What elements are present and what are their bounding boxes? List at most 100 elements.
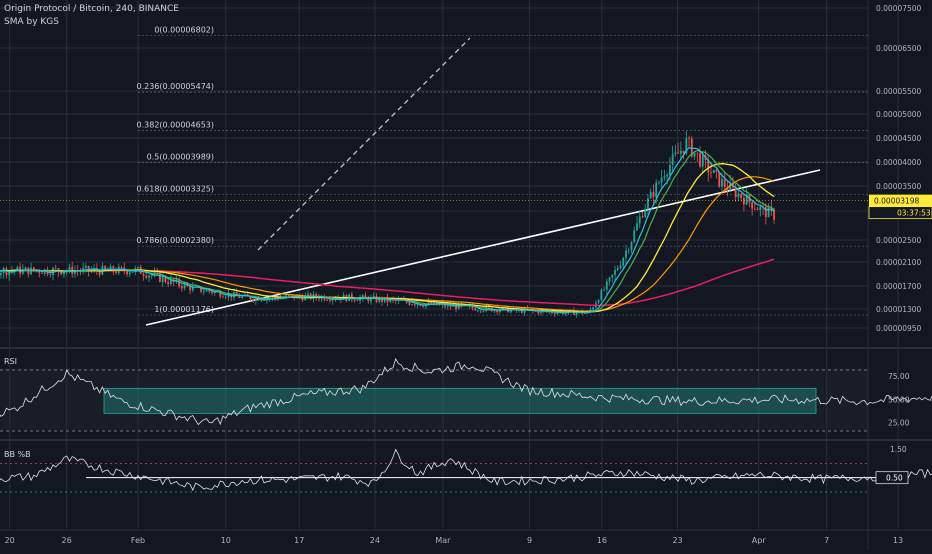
candle-body-250 (608, 277, 611, 282)
price-axis-label-11: 0.00001300 (876, 305, 922, 314)
rsi-pane-title: RSI (4, 357, 17, 366)
candle-body-231 (556, 312, 559, 314)
candle-body-201 (474, 308, 477, 311)
candle-body-87 (161, 276, 164, 282)
time-axis-label-6: Mar (435, 536, 451, 545)
candle-body-256 (625, 250, 627, 258)
candle-body-78 (137, 266, 139, 269)
candle-body-115 (238, 295, 241, 298)
bb-mid-tag-bg (875, 471, 909, 485)
candle-body-266 (652, 191, 655, 198)
candle-body-299 (743, 197, 745, 205)
candle-body-287 (710, 172, 712, 174)
candle-body-98 (191, 286, 194, 291)
symbol-title[interactable]: Origin Protocol / Bitcoin, 240, BINANCE (4, 4, 179, 14)
candle-body-276 (679, 150, 682, 154)
candle-body-113 (233, 292, 235, 298)
candle-body-140 (307, 293, 309, 296)
rsi-axis-label-1: 50.00 (888, 395, 910, 404)
candle-body-254 (619, 265, 622, 269)
candle-body-134 (290, 295, 293, 297)
candle-body-257 (627, 250, 630, 251)
candle-body-68 (109, 266, 112, 271)
candle-body-309 (770, 207, 773, 210)
candle-body-307 (764, 207, 767, 218)
time-axis-label-1: 26 (62, 536, 72, 545)
candle-body-310 (773, 209, 775, 220)
candle-body-161 (364, 295, 367, 298)
candle-body-282 (696, 152, 699, 154)
countdown-tag: 03:37:53 (897, 209, 931, 218)
bb-axis-label-1: 0.50 (886, 474, 903, 483)
rsi-axis-label-2: 25.00 (888, 419, 910, 428)
candle-body-260 (636, 223, 638, 231)
sma-long-line (94, 258, 775, 307)
candle-body-76 (131, 271, 134, 273)
candle-body-298 (740, 193, 743, 198)
candle-body-60 (87, 266, 90, 271)
candle-body-182 (422, 305, 425, 307)
candle-body-251 (611, 274, 614, 278)
candle-body-164 (372, 296, 375, 298)
candle-body-110 (224, 297, 227, 298)
candle-body-206 (488, 306, 490, 308)
candle-body-43 (41, 272, 43, 274)
candle-body-160 (361, 295, 364, 298)
candle-body-69 (112, 266, 115, 272)
sma-mid-line (0, 149, 775, 314)
price-axis-label-2: 0.00005500 (876, 87, 922, 96)
candle-body-178 (411, 304, 414, 306)
candle-body-208 (493, 309, 496, 312)
rsi-axis-label-0: 75.00 (888, 372, 910, 381)
candle-body-238 (575, 312, 578, 315)
indicator-title[interactable]: SMA by KGS (4, 17, 59, 27)
candle-body-246 (597, 300, 600, 303)
price-axis-label-5: 0.00004000 (876, 158, 922, 167)
candle-body-59 (85, 266, 87, 268)
candle-body-223 (534, 310, 537, 312)
fib-label-4: 0.618(0.00003325) (137, 184, 215, 193)
candle-body-147 (326, 299, 329, 301)
candle-body-108 (219, 291, 222, 297)
candle-body-261 (638, 216, 641, 224)
time-axis-label-4: 17 (294, 536, 304, 545)
candle-body-225 (540, 310, 542, 314)
candle-body-72 (120, 266, 123, 268)
candle-body-133 (287, 295, 290, 297)
candle-body-177 (408, 302, 411, 305)
candle-body-274 (674, 152, 677, 155)
candle-body-278 (685, 138, 688, 154)
candle-body-190 (444, 303, 446, 307)
candle-body-31 (8, 270, 11, 275)
candle-body-156 (350, 294, 353, 300)
candle-body-88 (164, 276, 167, 282)
candle-body-265 (649, 191, 652, 199)
candle-body-264 (647, 198, 649, 210)
candle-body-55 (74, 270, 76, 274)
candle-body-86 (159, 273, 161, 282)
candle-body-116 (241, 296, 244, 298)
countdown-tag-bg (868, 206, 932, 220)
candle-body-105 (211, 291, 213, 294)
candle-body-40 (32, 267, 35, 271)
candle-body-275 (677, 152, 680, 154)
time-axis-label-8: 16 (597, 536, 607, 545)
candle-body-101 (200, 286, 202, 292)
candle-body-281 (693, 152, 696, 157)
candle-body-262 (641, 216, 644, 218)
candle-body-96 (186, 284, 189, 287)
candle-body-248 (603, 289, 605, 291)
bb-pane-title: BB %B (4, 450, 31, 459)
candle-body-34 (16, 266, 19, 271)
candle-body-163 (370, 297, 372, 302)
candle-body-202 (477, 310, 479, 312)
candle-body-203 (479, 310, 482, 312)
rsi-bg-zone (0, 368, 868, 431)
candle-body-194 (455, 305, 457, 310)
candle-body-219 (523, 308, 526, 313)
candle-body-94 (180, 286, 183, 289)
candle-body-296 (734, 187, 737, 198)
candle-body-97 (189, 286, 191, 291)
fib-label-6: 1(0.00001176) (154, 305, 214, 314)
